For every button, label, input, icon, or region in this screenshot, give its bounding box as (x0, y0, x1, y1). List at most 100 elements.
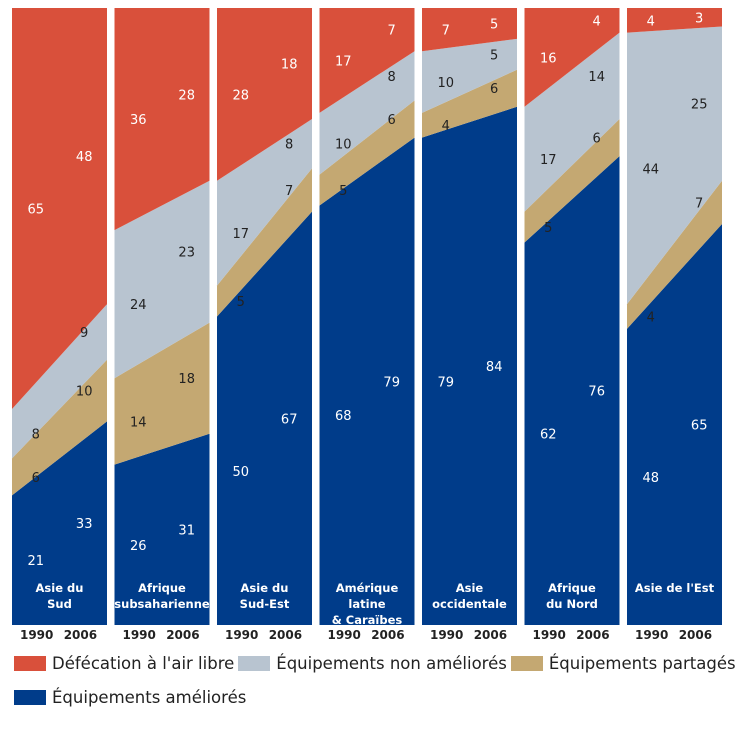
panel-3: 68 79 5 6 10 8 17 7 Amérique latine & Caraïbes1990… (319, 8, 415, 640)
value-label-unimproved-1990-0: 8 (32, 428, 40, 443)
x-tick-2006-6: 2006 (679, 628, 712, 640)
x-tick-1990-5: 1990 (532, 628, 565, 640)
value-label-open-defecation-1990-1: 36 (130, 113, 147, 128)
x-tick-2006-0: 2006 (64, 628, 97, 640)
value-label-improved-1990-2: 50 (232, 465, 249, 480)
area-open-defecation-3 (319, 8, 415, 113)
value-label-shared-1990-6: 4 (647, 311, 655, 326)
area-open-defecation-5 (524, 8, 620, 107)
x-tick-1990-2: 1990 (225, 628, 258, 640)
x-tick-2006-1: 2006 (166, 628, 199, 640)
area-improved-4 (422, 106, 517, 626)
legend-item-unimproved: Équipements non améliorés (238, 654, 507, 673)
legend-item-improved: Équipements améliorés (14, 688, 246, 707)
legend-swatch-open-defecation (14, 655, 46, 671)
region-label-2-line-1: Sud-Est (240, 597, 290, 611)
area-shared-5 (524, 119, 620, 243)
value-label-improved-1990-1: 26 (130, 539, 147, 554)
panel-4: 79 84 4 6 10 5 7 5 Asie occidentale 1990 2006 (422, 8, 517, 640)
area-unimproved-4 (422, 38, 517, 113)
legend-label-open-defecation: Défécation à l'air libre (52, 653, 235, 673)
region-label-0-line-0: Asie du (36, 581, 84, 595)
area-unimproved-5 (524, 32, 620, 212)
value-label-unimproved-1990-6: 44 (642, 162, 659, 177)
value-label-open-defecation-1990-3: 17 (335, 54, 352, 69)
area-open-defecation-0 (12, 8, 107, 410)
value-label-improved-2006-6: 65 (691, 418, 708, 433)
area-shared-0 (12, 359, 107, 496)
panel-0: 21 33 6 10 8 9 65 48 Asie du Sud 1990 2006 (12, 8, 107, 640)
panel-2: 50 67 5 7 17 8 28 18 Asie du Sud-Est 1990 2006 (217, 8, 312, 640)
value-label-unimproved-2006-5: 14 (588, 70, 605, 85)
area-improved-0 (12, 421, 107, 625)
value-label-unimproved-2006-6: 25 (691, 98, 708, 113)
area-shared-2 (217, 168, 312, 317)
panel-5: 62 76 5 6 17 14 16 4 Afrique du Nord 1990 2006 (524, 8, 620, 640)
value-label-improved-2006-3: 79 (383, 375, 400, 390)
region-label-1-line-1: subsaharienne (114, 597, 210, 611)
value-label-unimproved-2006-1: 23 (178, 246, 195, 261)
area-unimproved-3 (319, 51, 415, 175)
value-label-shared-2006-4: 6 (490, 82, 498, 97)
x-tick-2006-5: 2006 (576, 628, 609, 640)
value-label-unimproved-2006-2: 8 (285, 138, 293, 153)
area-open-defecation-6 (627, 8, 722, 33)
area-unimproved-0 (12, 304, 107, 459)
value-label-open-defecation-1990-0: 65 (27, 203, 44, 218)
value-label-unimproved-2006-3: 8 (388, 70, 396, 85)
legend-swatch-unimproved (238, 655, 271, 671)
value-label-open-defecation-2006-1: 28 (178, 88, 195, 103)
legend-row-1: Défécation à l'air libre Équipements non… (14, 646, 736, 680)
value-label-improved-2006-5: 76 (588, 385, 605, 400)
value-label-open-defecation-2006-0: 48 (76, 150, 93, 165)
value-label-unimproved-1990-2: 17 (232, 227, 249, 242)
region-label-4-line-1: occidentale (432, 597, 507, 611)
value-label-unimproved-2006-4: 5 (490, 48, 498, 63)
area-shared-6 (627, 180, 722, 329)
value-label-shared-1990-2: 5 (237, 295, 245, 310)
area-unimproved-6 (627, 26, 722, 305)
region-label-3-line-2: & Caraïbes (332, 613, 403, 627)
value-label-shared-2006-2: 7 (285, 184, 293, 199)
value-label-shared-1990-4: 4 (442, 119, 450, 134)
value-label-unimproved-1990-1: 24 (130, 298, 147, 313)
region-label-3-line-1: latine (348, 597, 385, 611)
value-label-shared-2006-6: 7 (695, 196, 703, 211)
value-label-shared-1990-0: 6 (32, 471, 40, 486)
value-label-open-defecation-1990-5: 16 (540, 51, 557, 66)
x-tick-1990-3: 1990 (327, 628, 360, 640)
legend-swatch-shared (510, 655, 543, 671)
x-tick-1990-1: 1990 (122, 628, 155, 640)
value-label-improved-1990-3: 68 (335, 409, 352, 424)
x-tick-1990-4: 1990 (430, 628, 463, 640)
legend-label-unimproved: Équipements non améliorés (276, 653, 507, 673)
value-label-improved-2006-2: 67 (281, 412, 298, 427)
area-shared-1 (114, 322, 210, 465)
value-label-open-defecation-2006-3: 7 (388, 24, 396, 39)
value-label-shared-1990-5: 5 (544, 221, 552, 236)
area-open-defecation-4 (422, 8, 517, 52)
value-label-improved-1990-6: 48 (642, 471, 659, 486)
region-label-2-line-0: Asie du (241, 581, 289, 595)
area-shared-3 (319, 100, 415, 206)
area-unimproved-2 (217, 119, 312, 286)
area-shared-4 (422, 69, 517, 138)
value-label-open-defecation-2006-4: 5 (490, 17, 498, 32)
x-tick-1990-0: 1990 (20, 628, 53, 640)
panel-1: 26 31 14 18 24 23 36 28 Afrique subsaharienne 1990… (114, 8, 210, 640)
x-tick-2006-3: 2006 (371, 628, 404, 640)
value-label-open-defecation-2006-2: 18 (281, 58, 298, 73)
value-label-improved-1990-4: 79 (437, 375, 454, 390)
value-label-open-defecation-2006-5: 4 (593, 14, 601, 29)
region-label-5-line-0: Afrique (548, 581, 596, 595)
x-tick-1990-6: 1990 (635, 628, 668, 640)
x-tick-2006-2: 2006 (269, 628, 302, 640)
region-label-4-line-0: Asie (456, 581, 484, 595)
region-label-5-line-1: du Nord (546, 597, 598, 611)
value-label-improved-1990-0: 21 (27, 554, 44, 569)
value-label-improved-2006-4: 84 (486, 360, 503, 375)
area-open-defecation-1 (114, 8, 210, 231)
legend-row-2: Équipements améliorés (14, 680, 734, 714)
value-label-shared-1990-3: 5 (339, 184, 347, 199)
